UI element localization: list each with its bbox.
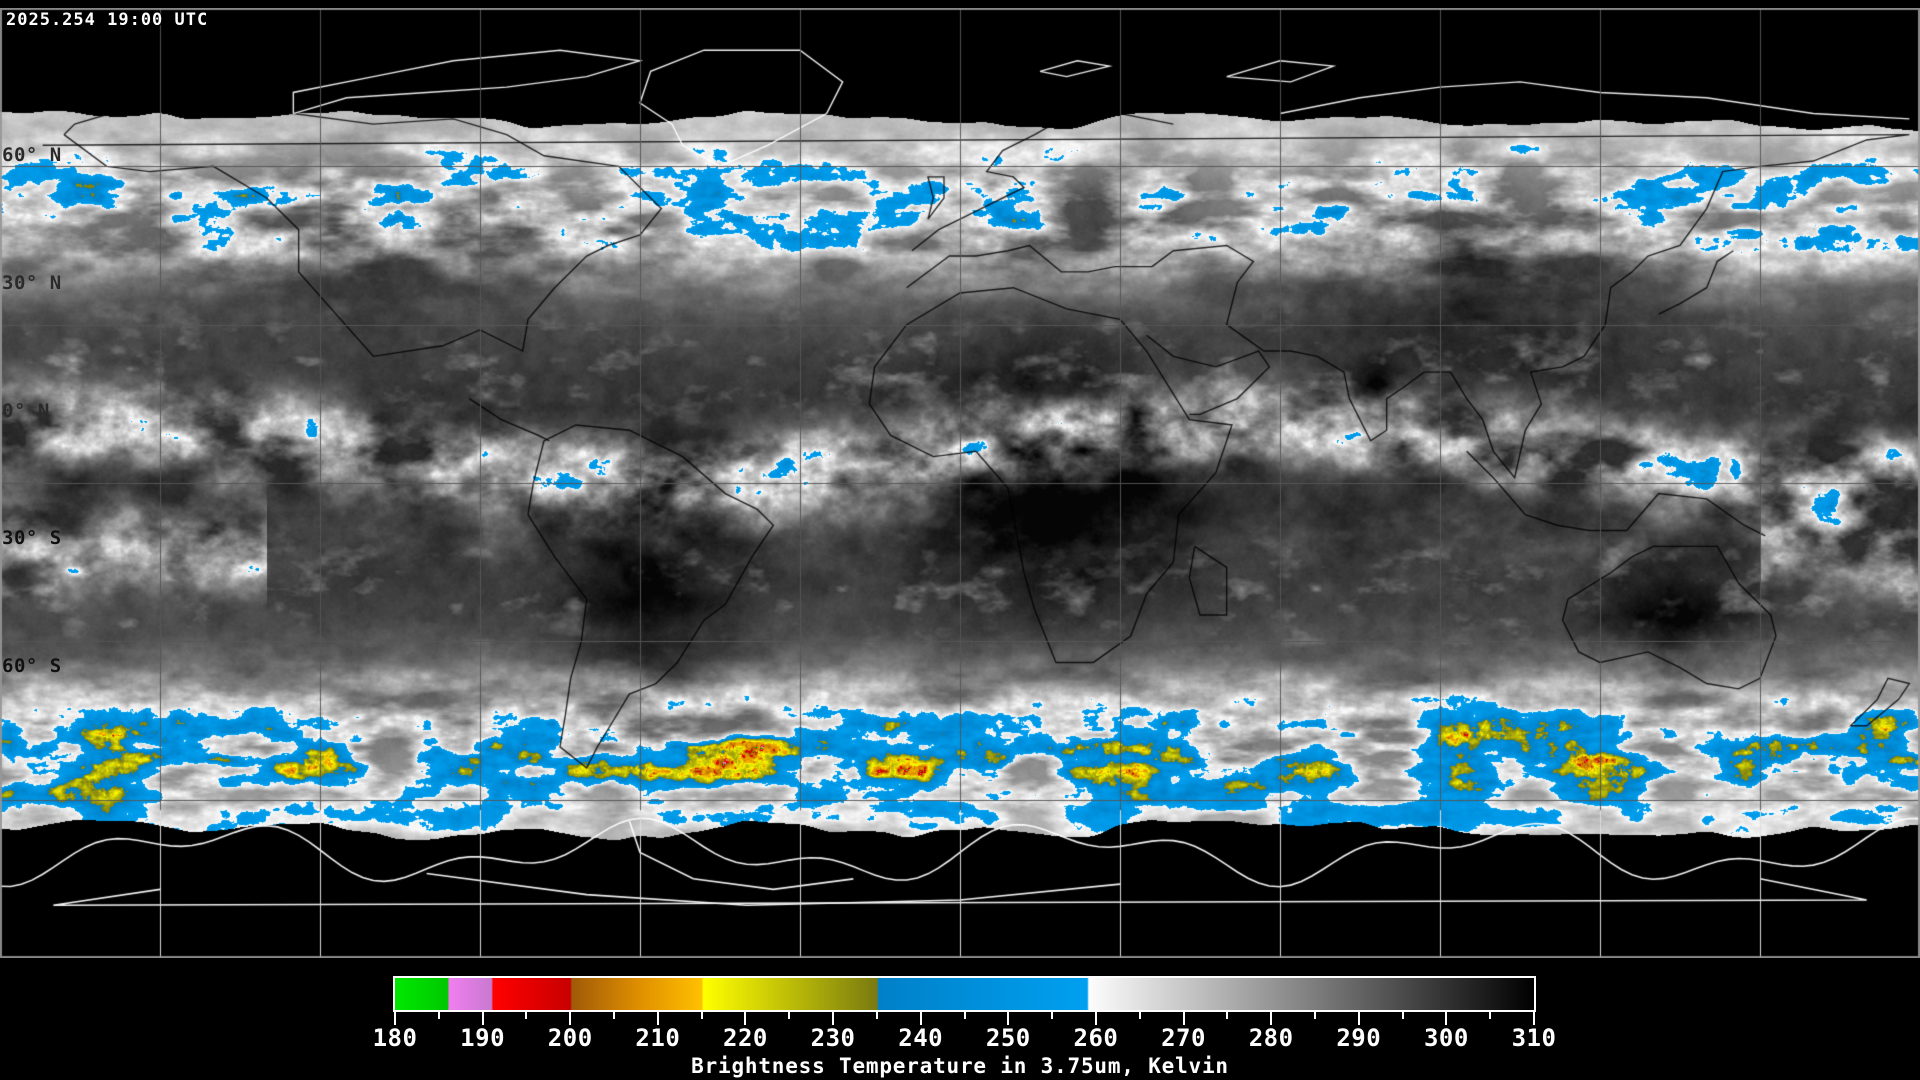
colorbar-major-tick bbox=[1445, 1012, 1448, 1025]
colorbar-tick-label: 310 bbox=[1511, 1024, 1557, 1052]
colorbar-gradient bbox=[395, 978, 1534, 1010]
timestamp-label: 2025.254 19:00 UTC bbox=[6, 10, 209, 30]
lat-label-30s: 30° S bbox=[2, 527, 62, 549]
colorbar-tick-label: 240 bbox=[898, 1024, 944, 1052]
colorbar-panel: 180 190 200 210 220 230 240 250 260 270 280 290 300 3… bbox=[0, 958, 1920, 1080]
lat-label-0n: 0° N bbox=[2, 400, 50, 422]
colorbar-tick-label: 270 bbox=[1161, 1024, 1206, 1052]
colorbar-tick-labels: 180 190 200 210 220 230 240 250 260 270 280 290 300 3… bbox=[373, 1024, 1556, 1052]
colorbar-major-tick bbox=[1533, 1012, 1535, 1025]
colorbar-tick-marks bbox=[393, 1012, 1536, 1026]
colorbar-tick-label: 290 bbox=[1336, 1024, 1382, 1052]
colorbar-major-tick bbox=[656, 1012, 659, 1025]
colorbar-minor-tick bbox=[1226, 1012, 1229, 1019]
global-satellite-map[interactable]: 2025.254 19:00 UTC 60° N 30° N 0° N 30° … bbox=[0, 8, 1920, 958]
colorbar-minor-tick bbox=[788, 1012, 791, 1019]
colorbar-tick-label: 280 bbox=[1248, 1024, 1294, 1052]
colorbar-minor-tick bbox=[963, 1012, 966, 1019]
lat-label-60s: 60° S bbox=[2, 655, 62, 677]
colorbar-minor-tick bbox=[525, 1012, 528, 1019]
colorbar-major-tick bbox=[1182, 1012, 1185, 1025]
colorbar-tick-label: 180 bbox=[372, 1024, 418, 1052]
colorbar-frame[interactable] bbox=[393, 976, 1536, 1012]
colorbar-tick-label: 250 bbox=[985, 1024, 1031, 1052]
colorbar-major-tick bbox=[919, 1012, 922, 1025]
colorbar-tick-label: 200 bbox=[547, 1024, 593, 1052]
lat-label-60n: 60° N bbox=[2, 144, 62, 166]
colorbar-minor-tick bbox=[437, 1012, 440, 1019]
colorbar-major-tick bbox=[394, 1012, 396, 1025]
colorbar-minor-tick bbox=[700, 1012, 703, 1019]
colorbar-tick-label: 210 bbox=[635, 1024, 681, 1052]
colorbar-minor-tick bbox=[1138, 1012, 1141, 1019]
colorbar-major-tick bbox=[569, 1012, 572, 1025]
colorbar-minor-tick bbox=[1051, 1012, 1054, 1019]
colorbar-tick-label: 190 bbox=[460, 1024, 506, 1052]
brightness-temperature-raster[interactable] bbox=[0, 8, 1920, 958]
colorbar-major-tick bbox=[1007, 1012, 1010, 1025]
colorbar-minor-tick bbox=[1313, 1012, 1316, 1019]
colorbar-minor-tick bbox=[1489, 1012, 1492, 1019]
colorbar-major-tick bbox=[1270, 1012, 1273, 1025]
colorbar-tick-label: 230 bbox=[810, 1024, 856, 1052]
colorbar-minor-tick bbox=[1401, 1012, 1404, 1019]
colorbar-major-tick bbox=[744, 1012, 747, 1025]
colorbar-major-tick bbox=[1357, 1012, 1360, 1025]
colorbar-tick-label: 260 bbox=[1073, 1024, 1119, 1052]
colorbar-major-tick bbox=[1094, 1012, 1097, 1025]
colorbar-major-tick bbox=[481, 1012, 484, 1025]
colorbar-tick-label: 220 bbox=[723, 1024, 768, 1052]
colorbar-tick-label: 300 bbox=[1423, 1024, 1469, 1052]
colorbar-minor-tick bbox=[613, 1012, 616, 1019]
lat-label-30n: 30° N bbox=[2, 272, 62, 294]
colorbar-minor-tick bbox=[875, 1012, 878, 1019]
colorbar-caption: Brightness Temperature in 3.75um, Kelvin bbox=[691, 1054, 1229, 1078]
colorbar-major-tick bbox=[832, 1012, 835, 1025]
